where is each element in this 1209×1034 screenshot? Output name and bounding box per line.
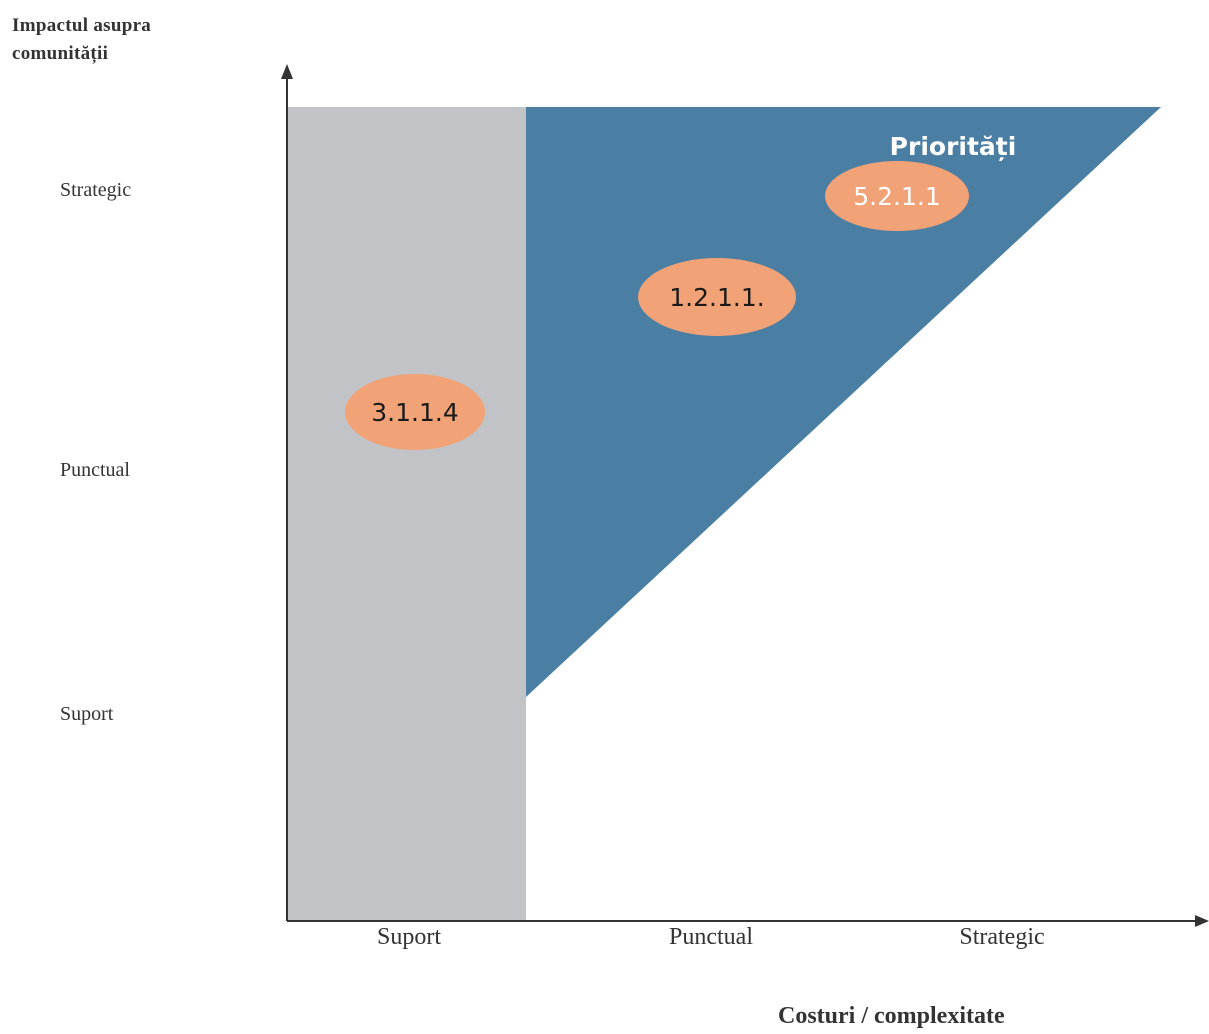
priority-zone-label: Priorități [890, 132, 1017, 161]
oval-shape [825, 161, 969, 231]
y-tick-punctual: Punctual [60, 459, 130, 481]
y-axis-title-line2: comunității [12, 43, 109, 64]
oval-label: 5.2.1.1 [853, 182, 940, 211]
support-zone [287, 107, 526, 921]
item-oval-3-1-1-4: 3.1.1.4 [345, 374, 485, 450]
y-tick-strategic: Strategic [60, 179, 132, 201]
y-axis-arrowhead [281, 64, 293, 79]
item-oval-5-2-1-1: 5.2.1.1 [825, 161, 969, 231]
x-tick-suport: Suport [376, 924, 442, 950]
y-axis-title-line1: Impactul asupra [12, 15, 152, 36]
y-axis-title: Impactul asupra comunității [12, 12, 242, 68]
x-tick-punctual: Punctual [669, 924, 753, 950]
oval-shape [345, 374, 485, 450]
item-oval-1-2-1-1: 1.2.1.1. [638, 258, 796, 336]
priority-zone [526, 107, 1161, 697]
oval-label: 1.2.1.1. [669, 283, 764, 312]
x-axis-title: Costuri / complexitate [778, 1003, 1005, 1029]
oval-shape [638, 258, 796, 336]
x-tick-strategic: Strategic [959, 924, 1045, 950]
x-axis-arrowhead [1195, 915, 1209, 927]
y-tick-suport: Suport [60, 703, 114, 725]
oval-label: 3.1.1.4 [371, 398, 458, 427]
